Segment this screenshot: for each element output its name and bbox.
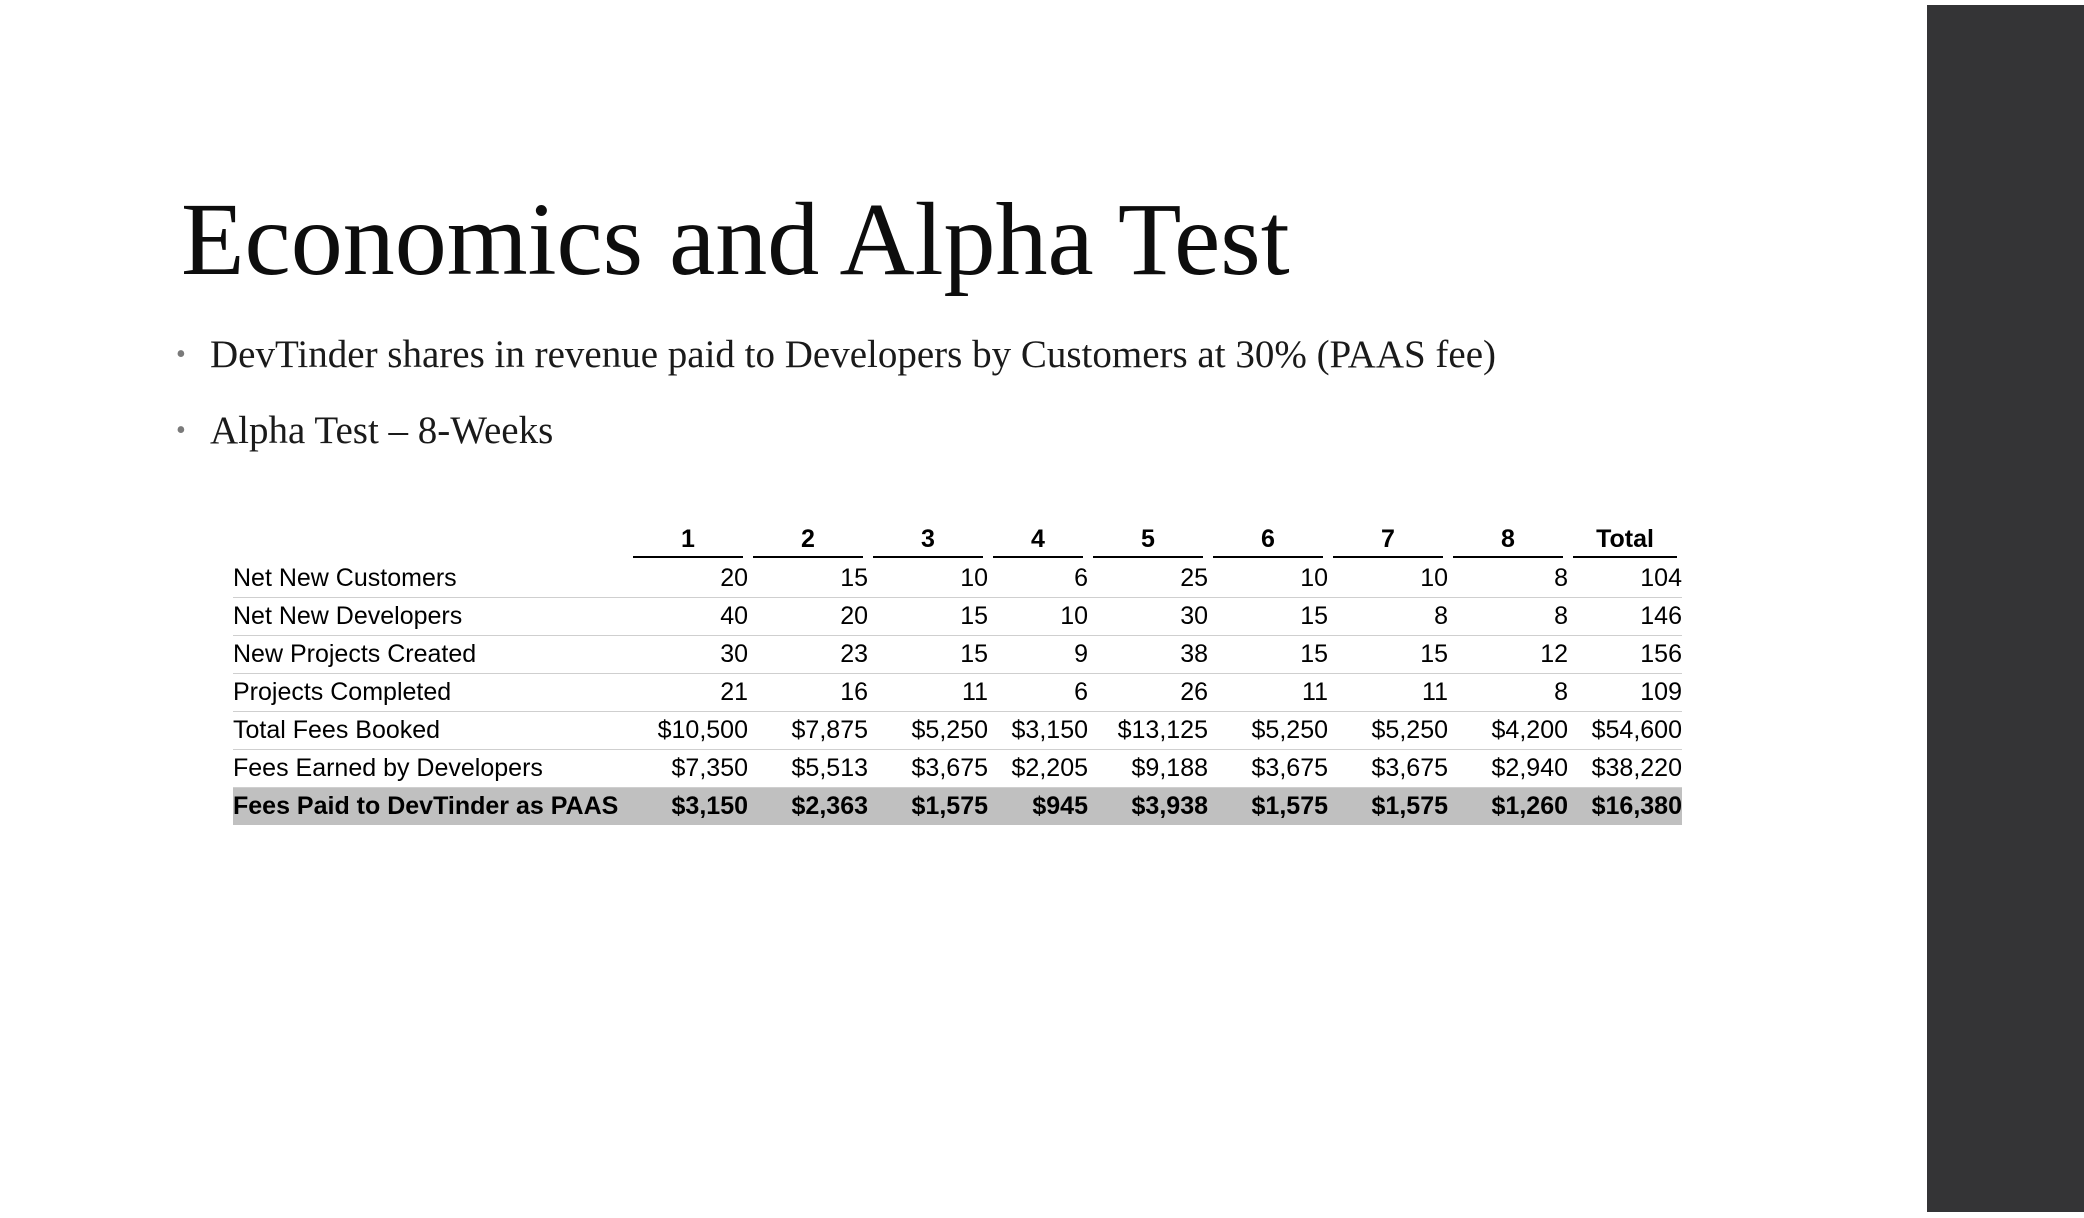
value-cell: $10,500 [628, 712, 748, 750]
row-label: Total Fees Booked [233, 712, 628, 750]
table-row-highlighted: Fees Paid to DevTinder as PAAS $3,150 $2,3… [233, 788, 1682, 825]
header-corner [233, 518, 628, 560]
value-cell: 40 [628, 598, 748, 636]
value-cell: 8 [1328, 598, 1448, 636]
bullet-list: • DevTinder shares in revenue paid to De… [176, 332, 1596, 454]
value-cell: 23 [748, 636, 868, 674]
table-row: Total Fees Booked $10,500 $7,875 $5,250 $3,1… [233, 712, 1682, 750]
value-cell: $3,675 [868, 750, 988, 788]
value-cell: 6 [988, 674, 1088, 712]
total-cell: 104 [1568, 560, 1682, 598]
value-cell: $5,250 [1328, 712, 1448, 750]
row-label: Fees Paid to DevTinder as PAAS [233, 788, 628, 825]
value-cell: 20 [748, 598, 868, 636]
value-cell: 6 [988, 560, 1088, 598]
value-cell: $2,363 [748, 788, 868, 825]
row-label: Net New Customers [233, 560, 628, 598]
value-cell: $5,250 [1208, 712, 1328, 750]
value-cell: $945 [988, 788, 1088, 825]
bullet-item: • DevTinder shares in revenue paid to De… [176, 332, 1596, 378]
total-cell: 146 [1568, 598, 1682, 636]
column-header: 2 [748, 518, 868, 560]
value-cell: $2,205 [988, 750, 1088, 788]
value-cell: $1,575 [1328, 788, 1448, 825]
value-cell: 26 [1088, 674, 1208, 712]
row-label: Net New Developers [233, 598, 628, 636]
value-cell: 12 [1448, 636, 1568, 674]
table-header-row: 1 2 3 4 5 6 7 8 Total [233, 518, 1682, 560]
column-header: 1 [628, 518, 748, 560]
table-row: New Projects Created 30 23 15 9 38 15 15 12 156 [233, 636, 1682, 674]
value-cell: $3,150 [628, 788, 748, 825]
slide-title: Economics and Alpha Test [181, 182, 1290, 297]
value-cell: 15 [1208, 636, 1328, 674]
table-row: Projects Completed 21 16 11 6 26 11 11 8 109 [233, 674, 1682, 712]
value-cell: 10 [1208, 560, 1328, 598]
value-cell: 15 [748, 560, 868, 598]
column-header: 4 [988, 518, 1088, 560]
value-cell: $9,188 [1088, 750, 1208, 788]
value-cell: $4,200 [1448, 712, 1568, 750]
value-cell: 9 [988, 636, 1088, 674]
column-header: 6 [1208, 518, 1328, 560]
value-cell: 8 [1448, 598, 1568, 636]
alpha-test-table: 1 2 3 4 5 6 7 8 Total Net New Customers 2… [233, 518, 1682, 825]
value-cell: 11 [868, 674, 988, 712]
total-cell: $16,380 [1568, 788, 1682, 825]
column-header: 8 [1448, 518, 1568, 560]
value-cell: 10 [868, 560, 988, 598]
row-label: Fees Earned by Developers [233, 750, 628, 788]
table-row: Net New Customers 20 15 10 6 25 10 10 8 104 [233, 560, 1682, 598]
value-cell: $3,938 [1088, 788, 1208, 825]
value-cell: $3,675 [1208, 750, 1328, 788]
bullet-text: Alpha Test – 8-Weeks [210, 409, 554, 452]
row-label: Projects Completed [233, 674, 628, 712]
value-cell: 10 [1328, 560, 1448, 598]
table-row: Fees Earned by Developers $7,350 $5,513 $3,… [233, 750, 1682, 788]
bullet-icon: • [176, 415, 186, 446]
total-cell: 109 [1568, 674, 1682, 712]
total-cell: $54,600 [1568, 712, 1682, 750]
total-cell: $38,220 [1568, 750, 1682, 788]
column-header: 5 [1088, 518, 1208, 560]
value-cell: 11 [1328, 674, 1448, 712]
value-cell: $1,260 [1448, 788, 1568, 825]
side-decor-bar [1927, 5, 2084, 1212]
value-cell: $3,150 [988, 712, 1088, 750]
value-cell: 30 [628, 636, 748, 674]
value-cell: $2,940 [1448, 750, 1568, 788]
table-row: Net New Developers 40 20 15 10 30 15 8 8 146 [233, 598, 1682, 636]
value-cell: 21 [628, 674, 748, 712]
value-cell: 16 [748, 674, 868, 712]
value-cell: 25 [1088, 560, 1208, 598]
value-cell: 11 [1208, 674, 1328, 712]
value-cell: 15 [1328, 636, 1448, 674]
value-cell: 38 [1088, 636, 1208, 674]
column-header-total: Total [1568, 518, 1682, 560]
value-cell: $3,675 [1328, 750, 1448, 788]
value-cell: $5,513 [748, 750, 868, 788]
bullet-text: DevTinder shares in revenue paid to Deve… [210, 333, 1497, 376]
value-cell: 15 [1208, 598, 1328, 636]
value-cell: 15 [868, 598, 988, 636]
value-cell: $5,250 [868, 712, 988, 750]
value-cell: 30 [1088, 598, 1208, 636]
value-cell: 8 [1448, 560, 1568, 598]
value-cell: 10 [988, 598, 1088, 636]
column-header: 7 [1328, 518, 1448, 560]
value-cell: $7,875 [748, 712, 868, 750]
value-cell: $1,575 [1208, 788, 1328, 825]
value-cell: $1,575 [868, 788, 988, 825]
value-cell: 20 [628, 560, 748, 598]
value-cell: $7,350 [628, 750, 748, 788]
row-label: New Projects Created [233, 636, 628, 674]
column-header: 3 [868, 518, 988, 560]
value-cell: 15 [868, 636, 988, 674]
bullet-icon: • [176, 339, 186, 370]
value-cell: 8 [1448, 674, 1568, 712]
value-cell: $13,125 [1088, 712, 1208, 750]
total-cell: 156 [1568, 636, 1682, 674]
bullet-item: • Alpha Test – 8-Weeks [176, 408, 1596, 454]
